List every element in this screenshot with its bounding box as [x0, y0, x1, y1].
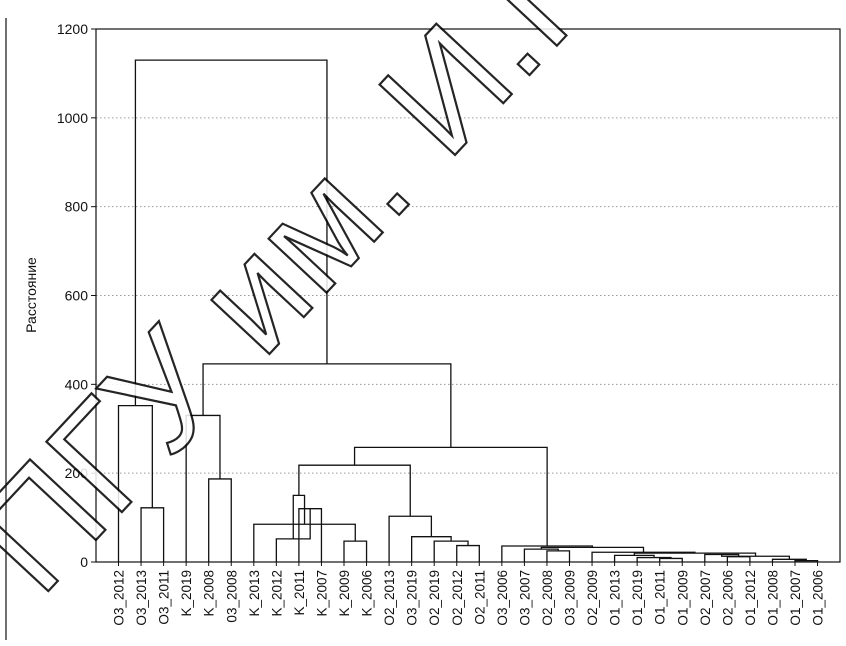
leaf-label: K_2011: [292, 570, 307, 616]
leaf-label: O3_2009: [563, 570, 578, 626]
leaf-label: O2_2008: [540, 570, 555, 626]
leaf-label: O2_2019: [427, 570, 442, 626]
dendrogram-link: [540, 546, 645, 553]
dendrogram-link: [134, 59, 328, 406]
leaf-label: O1_2012: [743, 570, 758, 626]
dendrogram-link: [202, 363, 452, 448]
dendrogram-link: [208, 478, 232, 562]
dendrogram-link: [298, 464, 411, 517]
y-tick-label: 1200: [57, 21, 88, 37]
leaf-label: O1_2013: [608, 570, 623, 626]
leaf-label: K_2009: [337, 570, 352, 617]
leaf-label: K_2008: [202, 570, 217, 617]
leaf-label: O2_2011: [472, 570, 487, 625]
leaf-label: O1_2019: [630, 570, 645, 626]
leaf-label: K_2007: [314, 570, 329, 617]
dendrogram-link: [633, 552, 757, 557]
leaf-label: O2_2009: [585, 570, 600, 626]
leaf-labels: O3_2012 O3_2013 O3_2011 K_2019 K_2008 03_2008…: [112, 562, 826, 626]
dendrogram-links: [117, 59, 819, 562]
leaf-label: O2_2013: [382, 570, 397, 626]
dendrogram-link: [253, 523, 356, 562]
dendrogram-link: [140, 507, 165, 562]
leaf-label: K_2019: [179, 570, 194, 617]
dendrogram-link: [388, 515, 433, 562]
leaf-label: O3_2011: [157, 570, 172, 625]
leaf-label: 03_2008: [224, 570, 239, 623]
leaf-label: K_2013: [247, 570, 262, 617]
leaf-label: O3_2019: [405, 570, 420, 626]
leaf-label: O3_2013: [134, 570, 149, 626]
dendrogram-link: [613, 554, 655, 562]
dendrogram-link: [456, 544, 480, 562]
dendrogram-link: [659, 557, 683, 562]
y-tick-label: 800: [65, 199, 89, 215]
y-tick-label: 400: [65, 376, 89, 392]
dendrogram-link: [704, 553, 740, 562]
leaf-label: O2_2006: [720, 570, 735, 626]
y-tick-label: 1000: [57, 110, 88, 126]
leaf-label: O3_2007: [517, 570, 532, 626]
y-axis-ticks: 0 200 400 600 800 1000 1200: [57, 21, 96, 570]
leaf-label: O1_2006: [811, 570, 826, 626]
leaf-label: O1_2009: [675, 570, 690, 626]
dendrogram-link: [546, 550, 571, 562]
leaf-label: O3_2012: [112, 570, 127, 626]
dendrogram-link: [721, 554, 791, 560]
leaf-label: O2_2012: [450, 570, 465, 626]
y-tick-label: 0: [80, 554, 88, 570]
leaf-label: K_2006: [360, 570, 375, 617]
leaf-label: K_2012: [269, 570, 284, 617]
y-tick-label: 200: [65, 465, 89, 481]
leaf-label: O2_2007: [698, 570, 713, 626]
y-axis-label: Расстояние: [23, 257, 39, 333]
leaf-label: O1_2008: [765, 570, 780, 626]
leaf-label: O1_2011: [653, 570, 668, 625]
leaf-label: O3_2006: [495, 570, 510, 626]
leaf-label: O1_2007: [788, 570, 803, 626]
y-tick-label: 600: [65, 288, 89, 304]
